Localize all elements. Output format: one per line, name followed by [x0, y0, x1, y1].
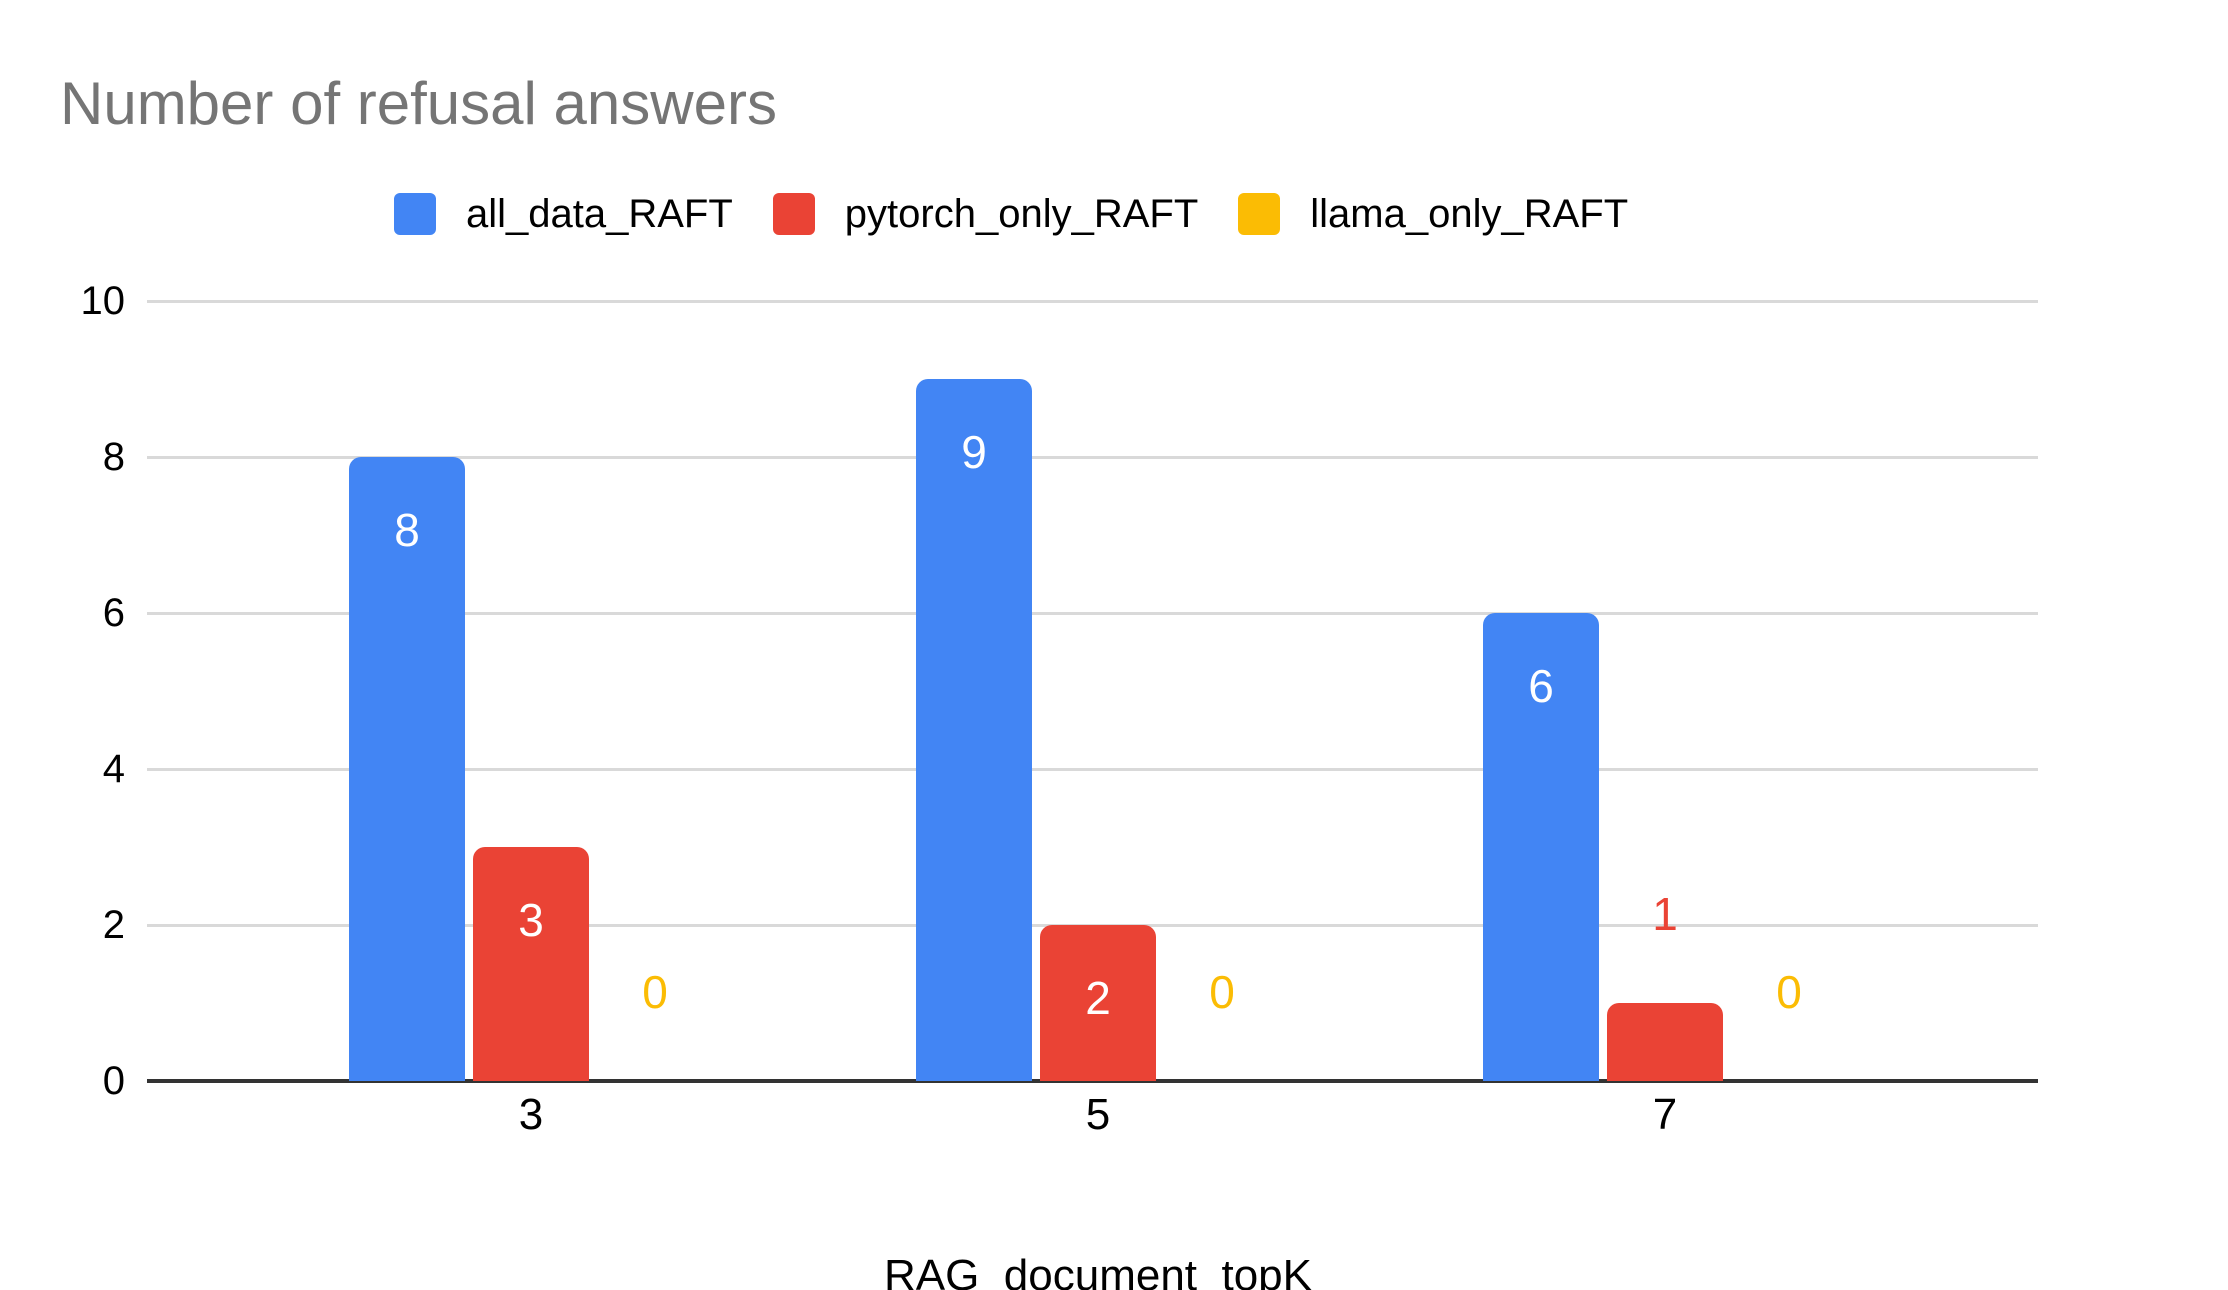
bar-value-label-all_data_RAFT-topk7: 6 — [1528, 660, 1554, 712]
bar-pytorch_only_RAFT-topk7[interactable] — [1607, 1003, 1723, 1081]
gridline — [147, 300, 2038, 303]
legend-item-label: all_data_RAFT — [466, 192, 733, 236]
y-axis-tick-label: 8 — [102, 435, 125, 479]
bar-all_data_RAFT-topk3[interactable] — [349, 457, 465, 1081]
legend: all_data_RAFT pytorch_only_RAFT llama_only… — [394, 192, 1628, 236]
bar-all_data_RAFT-topk7[interactable] — [1483, 613, 1599, 1081]
bar-pytorch_only_RAFT-topk5[interactable] — [1040, 925, 1156, 1081]
legend-item-pytorch_only_RAFT[interactable]: pytorch_only_RAFT — [772, 192, 1199, 236]
bar-value-label-all_data_RAFT-topk3: 8 — [394, 504, 420, 556]
x-axis-line — [147, 1079, 2038, 1083]
gridline — [147, 456, 2038, 459]
legend-swatch-icon — [1238, 193, 1281, 235]
x-axis-tick-label-5: 5 — [1085, 1090, 1111, 1139]
y-axis-tick-label: 4 — [102, 747, 125, 791]
x-axis-title: RAG_document_topK — [883, 1251, 1313, 1290]
bar-value-label-pytorch_only_RAFT-topk5: 2 — [1085, 972, 1111, 1024]
y-axis-tick-label: 10 — [80, 279, 126, 323]
y-axis-tick-label: 2 — [102, 903, 125, 947]
legend-swatch-icon — [394, 193, 436, 235]
x-axis-tick-label-7: 7 — [1652, 1090, 1678, 1139]
legend-item-all_data_RAFT[interactable]: all_data_RAFT — [394, 192, 733, 236]
gridline — [147, 612, 2038, 615]
bar-value-label-llama_only_RAFT-topk7: 0 — [1776, 966, 1802, 1018]
y-axis-tick-label: 0 — [102, 1059, 125, 1103]
bar-pytorch_only_RAFT-topk3[interactable] — [473, 847, 589, 1081]
gridline — [147, 768, 2038, 771]
legend-swatch-icon — [772, 193, 815, 235]
bar-value-label-all_data_RAFT-topk5: 9 — [961, 426, 987, 478]
x-axis-tick-label-3: 3 — [518, 1090, 544, 1139]
bar-value-label-llama_only_RAFT-topk3: 0 — [642, 966, 668, 1018]
bar-value-label-llama_only_RAFT-topk5: 0 — [1209, 966, 1235, 1018]
bar-value-label-pytorch_only_RAFT-topk7: 1 — [1652, 888, 1678, 940]
y-axis-tick-label: 6 — [102, 591, 125, 635]
bar-value-label-pytorch_only_RAFT-topk3: 3 — [518, 894, 544, 946]
legend-item-label: pytorch_only_RAFT — [844, 192, 1199, 236]
legend-item-llama_only_RAFT[interactable]: llama_only_RAFT — [1238, 192, 1628, 236]
bar-all_data_RAFT-topk5[interactable] — [916, 379, 1032, 1081]
chart-title: Number of refusal answers — [60, 70, 777, 137]
legend-item-label: llama_only_RAFT — [1310, 192, 1629, 236]
